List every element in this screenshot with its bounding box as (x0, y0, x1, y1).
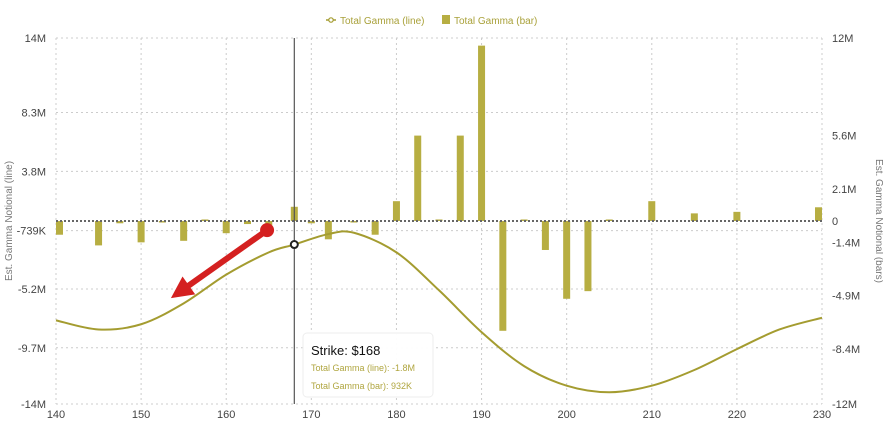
arrow-shaft (185, 227, 271, 289)
y-right-tick-label: 5.6M (832, 131, 856, 143)
x-tick-label: 170 (302, 409, 320, 421)
y-right-axis-title: Est. Gamma Notional (bars) (873, 159, 883, 283)
legend-line-marker (328, 17, 334, 23)
bar (95, 221, 103, 246)
y-left-tick-label: 3.8M (22, 166, 46, 178)
bar (180, 221, 188, 241)
bar (499, 221, 507, 331)
tooltip-box (302, 332, 434, 398)
bar (563, 221, 571, 299)
y-left-tick-label: -14M (21, 399, 46, 411)
bar (222, 221, 230, 234)
bar (414, 135, 422, 221)
arrow-head (170, 276, 196, 299)
legend-label: Total Gamma (line) (340, 16, 424, 27)
y-right-tick-label: -4.9M (832, 291, 860, 303)
y-right-tick-label: 2.1M (832, 184, 856, 196)
x-tick-label: 140 (47, 409, 65, 421)
bar (733, 211, 741, 221)
y-right-tick-label: 0 (832, 216, 838, 228)
x-tick-label: 210 (643, 409, 661, 421)
arrow-tail (260, 223, 275, 238)
bar (392, 201, 400, 221)
bar (815, 207, 822, 221)
x-tick-label: 230 (813, 409, 831, 421)
y-right-tick-label: -1.4M (832, 237, 860, 249)
x-tick-label: 180 (387, 409, 405, 421)
y-right-tick-label: -12M (832, 399, 857, 411)
crosshair-layer (289, 38, 299, 404)
bar (456, 135, 464, 221)
y-left-tick-label: 8.3M (22, 108, 46, 120)
x-tick-label: 220 (728, 409, 746, 421)
bar (244, 221, 251, 225)
legend-item-line[interactable]: Total Gamma (line) (326, 16, 424, 27)
legend-bar-swatch (442, 15, 450, 24)
bar (435, 219, 443, 221)
bar (371, 221, 379, 235)
bar-series (56, 45, 822, 331)
legend[interactable]: Total Gamma (line) Total Gamma (bar) (326, 15, 537, 27)
y-left-tick-label: -739K (17, 226, 47, 238)
tooltip-line: Total Gamma (bar): 932K (311, 381, 412, 391)
bar (158, 221, 166, 223)
bar (265, 221, 273, 226)
bar (324, 221, 332, 240)
y-left-axis-title: Est. Gamma Notional (line) (4, 161, 15, 281)
bar (648, 201, 656, 221)
tooltip-title: Strike: $168 (311, 343, 380, 358)
x-tick-label: 190 (472, 409, 490, 421)
bar (690, 213, 698, 221)
bar (137, 221, 145, 243)
line-series (55, 230, 823, 394)
y-left-tick-label: 14M (25, 33, 46, 45)
gamma-line (55, 230, 823, 394)
y-left-tick-label: -5.2M (18, 284, 46, 296)
legend-label: Total Gamma (bar) (454, 16, 537, 27)
bar (584, 221, 592, 292)
bar (478, 45, 486, 221)
bar (307, 221, 315, 224)
y-right-tick-label: 12M (832, 33, 853, 45)
x-tick-label: 160 (217, 409, 235, 421)
tooltip-line: Total Gamma (line): -1.8M (311, 363, 415, 373)
axis-layer: 14M 8.3M 3.8M -739K -5.2M -9.7M -14M 12M 5.6M 2.1… (4, 33, 883, 421)
x-tick-label: 200 (557, 409, 575, 421)
y-right-tick-label: -8.4M (832, 344, 860, 356)
crosshair-marker (289, 240, 299, 250)
bar (541, 221, 549, 250)
tooltip: Strike: $168 Total Gamma (line): -1.8M Tot… (302, 332, 434, 398)
legend-item-bar[interactable]: Total Gamma (bar) (442, 15, 537, 27)
annotation-layer (170, 223, 275, 299)
bar (116, 221, 124, 224)
y-left-tick-label: -9.7M (18, 343, 46, 355)
x-tick-label: 150 (132, 409, 150, 421)
bar (56, 221, 63, 235)
